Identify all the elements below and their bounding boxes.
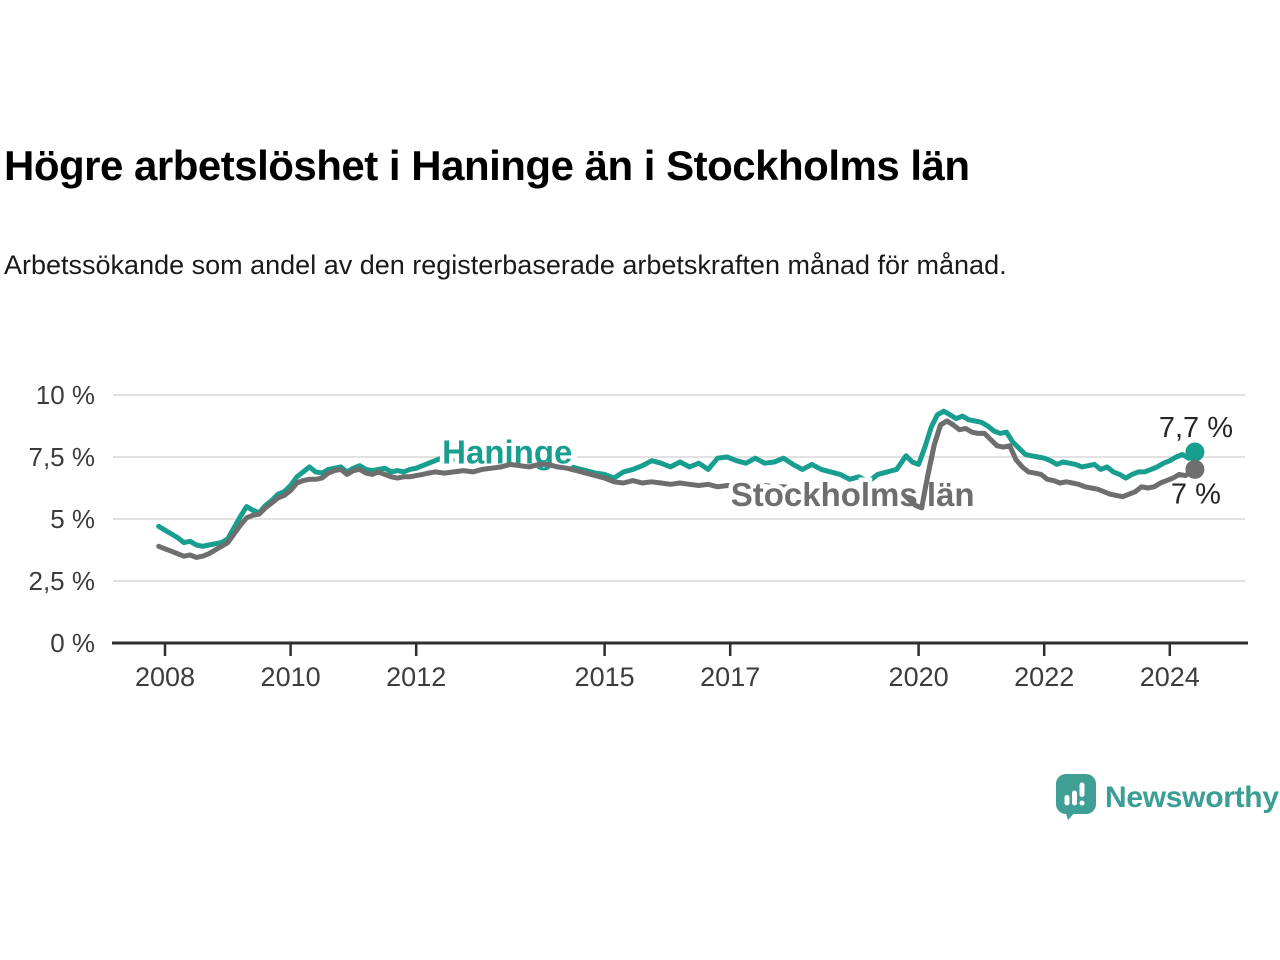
series-inline-label-stockholms-lan: Stockholms län <box>731 476 975 513</box>
y-tick-label: 5 % <box>50 504 95 534</box>
x-tick-label: 2024 <box>1140 662 1200 692</box>
page-title: Högre arbetslöshet i Haninge än i Stockh… <box>4 142 970 189</box>
y-tick-label: 10 % <box>36 380 95 410</box>
x-tick-label: 2017 <box>700 662 760 692</box>
series-line-stockholms-lan-spike <box>903 418 956 511</box>
x-tick-label: 2012 <box>386 662 446 692</box>
x-tick-label: 2010 <box>261 662 321 692</box>
series-line-haninge <box>156 408 1198 549</box>
page-subtitle: Arbetssökande som andel av den registerb… <box>4 250 1007 280</box>
x-tick-label: 2020 <box>889 662 949 692</box>
y-tick-label: 2,5 % <box>29 566 96 596</box>
end-dot-stockholms-lan <box>1185 459 1205 479</box>
series-line-stockholms-lan <box>156 418 1198 560</box>
end-value-label-haninge: 7,7 % <box>1159 412 1233 444</box>
end-dot-haninge <box>1185 442 1205 462</box>
x-tick-label: 2022 <box>1014 662 1074 692</box>
y-tick-label: 7,5 % <box>29 442 96 472</box>
x-tick-label: 2015 <box>575 662 635 692</box>
end-value-label-stockholms-lan: 7 % <box>1171 478 1221 510</box>
series-inline-label-haninge: Haninge <box>442 434 572 471</box>
newsworthy-brand-name: Newsworthy <box>1105 780 1279 814</box>
y-tick-label: 0 % <box>50 628 95 658</box>
newsworthy-logo-icon <box>1056 774 1096 820</box>
x-tick-label: 2008 <box>135 662 195 692</box>
newsworthy-brand: Newsworthy <box>1056 774 1279 821</box>
